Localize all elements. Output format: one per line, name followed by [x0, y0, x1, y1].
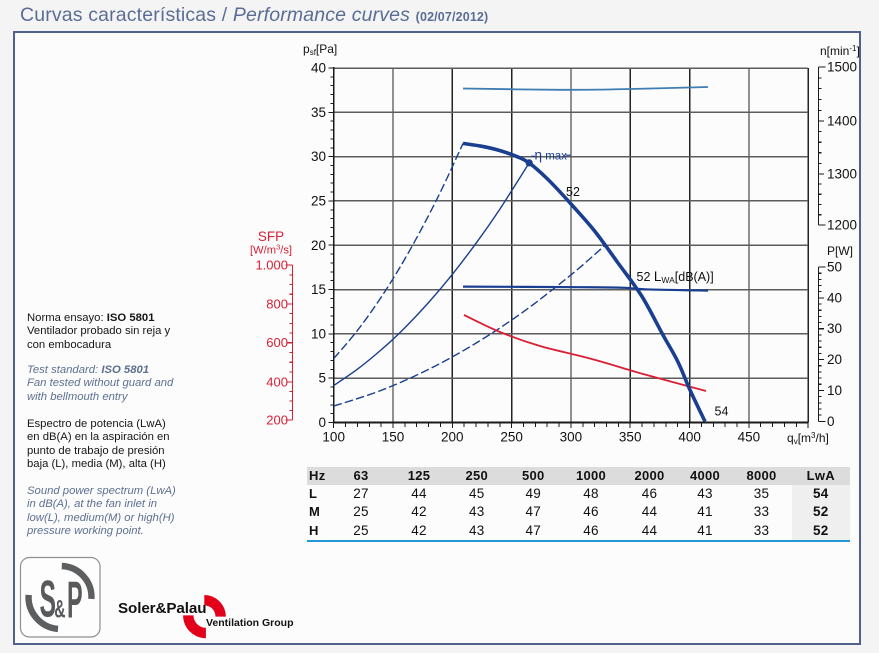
svg-text:30: 30	[311, 149, 326, 164]
svg-text:600: 600	[266, 335, 288, 350]
svg-text:54: 54	[715, 405, 729, 419]
svg-text:40: 40	[311, 61, 326, 76]
svg-text:1500: 1500	[827, 60, 857, 75]
svg-text:20: 20	[311, 238, 326, 253]
svg-text:&: &	[54, 596, 65, 624]
svg-text:η max: η max	[535, 148, 568, 163]
svg-text:1400: 1400	[827, 114, 857, 129]
svg-text:200: 200	[441, 430, 464, 445]
svg-text:P[W]: P[W]	[827, 244, 853, 258]
svg-text:800: 800	[266, 296, 288, 311]
svg-text:1300: 1300	[827, 166, 857, 181]
svg-text:100: 100	[322, 430, 345, 445]
svg-text:250: 250	[500, 430, 523, 445]
svg-text:35: 35	[311, 105, 326, 120]
svg-text:qv[m3/h]: qv[m3/h]	[787, 431, 829, 447]
svg-text:0: 0	[318, 415, 326, 430]
svg-text:psf[Pa]: psf[Pa]	[303, 42, 337, 57]
svg-text:150: 150	[382, 430, 405, 445]
svg-text:30: 30	[827, 321, 842, 336]
svg-text:5: 5	[318, 371, 326, 386]
svg-text:52 LWA[dB(A)]: 52 LWA[dB(A)]	[637, 269, 714, 285]
svg-text:200: 200	[266, 412, 288, 427]
svg-text:400: 400	[678, 430, 701, 445]
svg-text:450: 450	[738, 430, 761, 445]
svg-text:400: 400	[266, 374, 288, 389]
svg-text:S: S	[40, 569, 56, 628]
svg-text:10: 10	[311, 326, 326, 341]
svg-text:25: 25	[311, 193, 326, 208]
svg-text:1200: 1200	[827, 217, 857, 232]
svg-text:20: 20	[827, 352, 842, 367]
svg-text:n[min-1]: n[min-1]	[820, 44, 860, 59]
svg-text:52: 52	[566, 185, 580, 199]
svg-text:50: 50	[827, 260, 842, 275]
svg-text:15: 15	[311, 282, 326, 297]
svg-text:40: 40	[827, 290, 842, 305]
svg-text:[W/m3/s]: [W/m3/s]	[250, 242, 292, 257]
svg-text:350: 350	[619, 430, 642, 445]
svg-text:300: 300	[560, 430, 583, 445]
svg-text:1.000: 1.000	[255, 258, 288, 273]
svg-text:0: 0	[827, 414, 835, 429]
svg-text:10: 10	[827, 383, 842, 398]
svg-text:SFP: SFP	[258, 229, 284, 244]
svg-text:P: P	[67, 572, 83, 629]
